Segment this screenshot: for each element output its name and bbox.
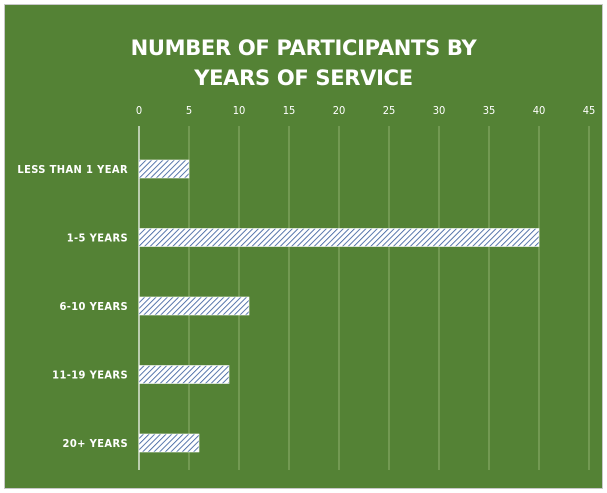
x-tick-label: 45 [583,104,596,117]
x-tick-label: 20 [333,104,346,117]
category-label: 11-19 YEARS [52,369,128,382]
bar [138,159,190,179]
x-tick-label: 5 [186,104,192,117]
x-tick-label: 40 [533,104,546,117]
category-label: 6-10 YEARS [59,300,128,313]
chart-title: NUMBER OF PARTICIPANTS BY YEARS OF SERVI… [5,33,602,93]
x-tick-label: 25 [383,104,396,117]
bar [138,296,250,316]
x-tick-label: 30 [433,104,446,117]
category-label: LESS THAN 1 YEAR [17,163,128,176]
x-tick-label: 15 [283,104,296,117]
chart-title-line-2: YEARS OF SERVICE [194,66,413,90]
x-tick-label: 35 [483,104,496,117]
category-label: 1-5 YEARS [67,232,128,245]
category-labels: LESS THAN 1 YEAR 1-5 YEARS 6-10 YEARS 11-19… [17,163,128,450]
bar [138,433,200,453]
bar [138,365,230,384]
bar [138,228,540,247]
x-tick-label: 10 [233,104,246,117]
gridlines [188,126,590,470]
bars [138,159,540,453]
x-tick-label: 0 [136,104,142,117]
chart-title-line-1: NUMBER OF PARTICIPANTS BY [130,36,477,60]
x-axis-tick-labels: 0 5 10 15 20 25 30 35 40 45 [136,104,595,117]
category-label: 20+ YEARS [63,437,128,450]
